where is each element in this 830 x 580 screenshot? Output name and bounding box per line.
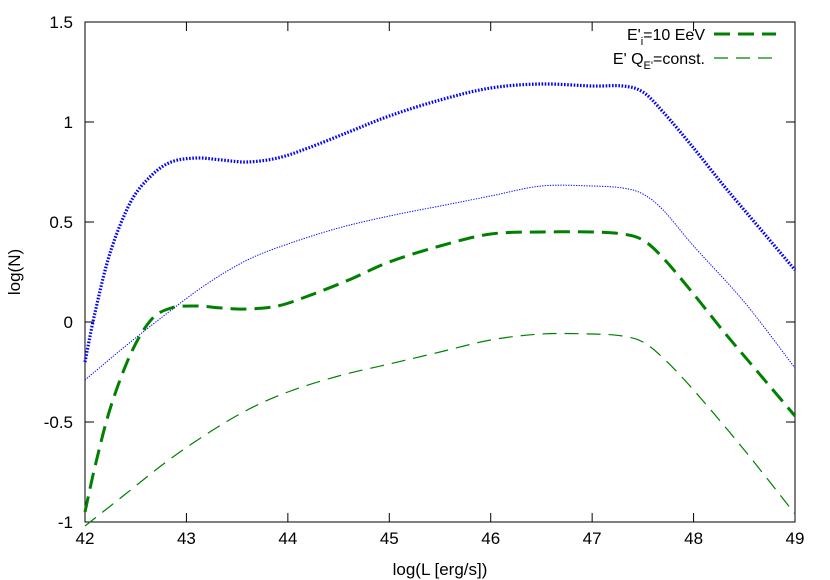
x-tick-label: 47: [583, 529, 602, 548]
legend-label-1: E'i=10 EeV: [627, 27, 705, 48]
x-tick-label: 48: [684, 529, 703, 548]
series-line-4: [84, 332, 796, 527]
series-line-1: [83, 82, 797, 363]
x-tick-label: 49: [786, 529, 805, 548]
y-tick-label: -1: [58, 513, 73, 532]
x-tick-label: 44: [278, 529, 297, 548]
series-line-3: [83, 230, 797, 513]
x-tick-label: 45: [380, 529, 399, 548]
x-axis-label: log(L [erg/s]): [393, 560, 488, 579]
legend-label-2: E' QE'=const.: [613, 51, 705, 72]
plot-frame: [84, 21, 796, 523]
y-tick-label: -0.5: [44, 413, 73, 432]
y-axis-label: log(N): [5, 249, 24, 295]
y-tick-label: 0.5: [49, 213, 73, 232]
x-tick-label: 46: [481, 529, 500, 548]
legend: E'i=10 EeV E' QE'=const.: [613, 27, 776, 72]
y-tick-label: 0: [64, 313, 73, 332]
x-tick-label: 42: [76, 529, 95, 548]
axis-ticks: [84, 21, 796, 523]
y-tick-label: 1.5: [49, 13, 73, 32]
axis-tick-labels: 42 43 44 45 46 47 48 49 -1 -0.5 0 0.5 1 1.5: [44, 13, 805, 548]
series-layer: [83, 82, 797, 527]
y-tick-label: 1: [64, 113, 73, 132]
x-tick-label: 43: [177, 529, 196, 548]
series-line-2: [84, 184, 796, 381]
